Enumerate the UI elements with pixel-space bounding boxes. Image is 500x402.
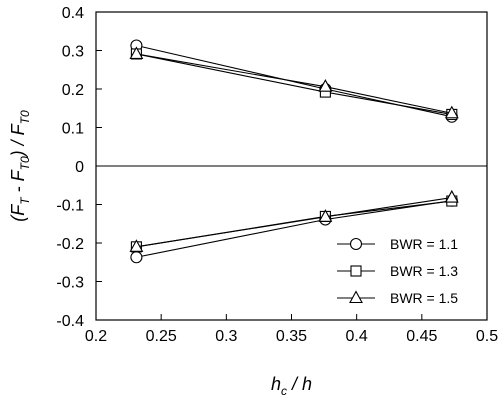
y-tick-label: 0 [75, 159, 84, 176]
legend-marker-triangle [349, 290, 363, 304]
data-point-triangle [318, 79, 333, 92]
x-tick-label: 0.35 [276, 328, 307, 345]
x-tick-label: 0.25 [146, 328, 177, 345]
x-tick-label: 0.5 [476, 328, 498, 345]
plot-frame [95, 11, 488, 321]
series-line-upper [136, 53, 452, 115]
x-tick-label: 0.45 [406, 328, 437, 345]
legend-marker-square [350, 265, 362, 277]
series-line-upper [136, 53, 452, 114]
series-triangle [129, 46, 459, 252]
data-point-circle [130, 251, 143, 264]
legend-label: BWR = 1.1 [390, 236, 458, 252]
x-axis-title: hc / h [271, 374, 312, 398]
data-point-triangle [318, 209, 333, 222]
ticks-layer: 0.2 0.25 0.3 0.35 0.4 0.45 0.5 -0.4 -0.3 -0.2 -0.1… [56, 5, 498, 345]
x-tick-label: 0.4 [346, 328, 368, 345]
series-circle [130, 39, 458, 264]
legend-item: BWR = 1.1 [337, 236, 458, 252]
legend-label: BWR = 1.3 [390, 263, 458, 279]
y-axis-title: (FT - FT0) / FT0 [8, 110, 32, 222]
x-tick-label: 0.3 [215, 328, 237, 345]
data-point-triangle [444, 105, 459, 119]
y-tick-label: -0.1 [56, 198, 84, 215]
y-tick-label: 0.1 [62, 121, 84, 138]
y-tick-label: 0.2 [62, 82, 84, 99]
series-layer [129, 39, 459, 264]
legend: BWR = 1.1 BWR = 1.3 BWR = 1.5 [337, 236, 458, 306]
y-tick-label: -0.3 [56, 275, 84, 292]
y-tick-label: -0.2 [56, 236, 84, 253]
data-point-triangle [444, 189, 459, 203]
data-point-triangle [129, 46, 144, 60]
y-tick-label: 0.4 [62, 5, 84, 22]
x-tick-label: 0.2 [85, 328, 107, 345]
y-tick-label: 0.3 [62, 44, 84, 61]
legend-label: BWR = 1.5 [390, 290, 458, 306]
y-tick-label: -0.4 [56, 313, 84, 330]
legend-item: BWR = 1.5 [337, 290, 458, 306]
legend-marker-circle [349, 237, 363, 251]
legend-item: BWR = 1.3 [337, 263, 458, 279]
data-point-triangle [129, 239, 144, 252]
